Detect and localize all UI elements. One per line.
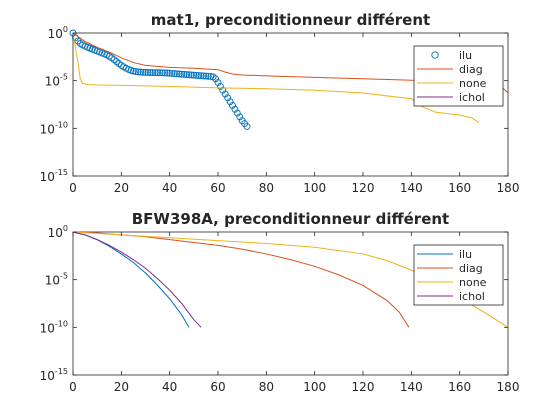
subplot-2-x-tick-label: 0 — [69, 380, 77, 394]
subplot-1-legend-label-ilu: ilu — [459, 49, 472, 62]
subplot-1-series-ilu-point — [144, 69, 152, 76]
subplot-2-x-tick-label: 100 — [303, 380, 326, 394]
subplot-1-series-ilu-point — [200, 72, 207, 80]
subplot-2-legend-label-ichol: ichol — [459, 290, 485, 303]
subplot-1-x-tick-label: 100 — [303, 181, 326, 195]
subplot-2-x-tick-label: 20 — [114, 380, 129, 394]
subplot-1-x-tick-label: 140 — [400, 181, 423, 195]
subplot-1-series-ilu-point — [173, 70, 181, 78]
subplot-1-series-ilu-point — [236, 113, 244, 121]
subplot-1-legend-swatch-ilu — [431, 51, 439, 59]
subplot-2-y-tick-label: 10-15 — [40, 367, 68, 383]
subplot-1-title: mat1, preconditionneur différent — [151, 11, 430, 29]
subplot-2-legend-label-none: none — [459, 276, 487, 289]
subplot-1-y-tick-label: 100 — [48, 25, 68, 41]
subplot-2-legend-box — [413, 244, 504, 306]
subplot-1-x-tick-label: 20 — [114, 181, 129, 195]
subplot-1-series-ilu-point — [197, 72, 205, 80]
subplot-1-series-ilu-point — [202, 72, 210, 80]
subplot-1-x-tick-label: 80 — [259, 181, 274, 195]
subplot-2-y-tick-label: 10-10 — [40, 319, 68, 335]
subplot-1-series-ilu-point — [231, 105, 239, 113]
subplot-1-legend-box — [413, 45, 504, 107]
subplot-1-series-ilu-point — [195, 72, 203, 79]
subplot-1-series-ilu-point — [226, 98, 234, 106]
subplot-1-y-tick-label: 10-10 — [40, 120, 68, 136]
subplot-1-series-ilu-point — [175, 70, 183, 78]
subplot-1-series-ilu-point — [187, 71, 195, 79]
subplot-2-y-tick-label: 10-5 — [45, 272, 68, 288]
subplot-1-series-ilu-point — [163, 69, 171, 77]
subplot-1-series-ilu-point — [216, 82, 224, 90]
subplot-1-y-tick-label: 10-5 — [45, 73, 68, 89]
subplot-1-x-tick-label: 40 — [162, 181, 177, 195]
subplot-1-series-ilu-point — [180, 70, 188, 78]
subplot-1-legend-label-ichol: ichol — [459, 91, 485, 104]
subplot-1-series-ilu-point — [156, 69, 164, 77]
subplot-1-series-ilu-point — [224, 94, 232, 102]
subplot-1-series-ilu-point — [132, 68, 140, 76]
subplot-1-axes-box — [72, 32, 509, 177]
subplot-1-series-ilu-point — [139, 68, 147, 76]
subplot-1-x-tick-label: 180 — [497, 181, 520, 195]
subplot-1-series-ilu-point — [192, 71, 200, 79]
subplot-1-series-ilu-point — [233, 109, 241, 117]
subplot-2-ticks: 0 20 40 60 80 100 120 140 160 180 100 10-5 10-10 10-1… — [40, 224, 520, 394]
subplot-2: BFW398A, preconditionneur différent 0 20 4… — [40, 210, 520, 394]
subplot-1-series-ilu-point — [221, 90, 229, 98]
subplot-1-series-none-line — [72, 32, 480, 124]
subplot-1-series-ilu-point — [204, 72, 212, 80]
subplot-2-legend-label-diag: diag — [459, 262, 483, 275]
subplot-2-axes-box — [72, 231, 509, 376]
subplot-2-x-tick-label: 140 — [400, 380, 423, 394]
subplot-1-series-ilu-point — [166, 69, 174, 77]
subplot-1-series-ilu-point — [137, 68, 145, 76]
subplot-1-series-ilu-point — [219, 86, 227, 94]
subplot-2-x-tick-label: 60 — [210, 380, 225, 394]
subplot-1-series-ilu-point — [183, 71, 191, 79]
subplot-1-series-ilu-point — [142, 68, 149, 76]
subplot-1-legend-label-none: none — [459, 77, 487, 90]
subplot-1-series-ilu-point — [168, 69, 176, 77]
subplot-1-series-ilu-point — [151, 69, 159, 77]
subplot-1-legend-label-diag: diag — [459, 63, 483, 76]
subplot-1-series-ilu-point — [149, 69, 157, 77]
subplot-2-x-tick-label: 160 — [448, 380, 471, 394]
subplot-2-series-ichol-line — [72, 231, 202, 328]
subplot-1-series-ilu-point — [190, 71, 198, 79]
subplot-1-ticks: 0 20 40 60 80 100 120 140 160 180 100 10-5 10-10 10-1… — [40, 25, 520, 195]
subplot-1-series-ilu-point — [185, 71, 193, 79]
subplot-1-x-tick-label: 160 — [448, 181, 471, 195]
subplot-2-x-tick-label: 80 — [259, 380, 274, 394]
subplot-1-series-ilu-point — [178, 70, 186, 78]
subplot-2-title: BFW398A, preconditionneur différent — [132, 210, 449, 228]
subplot-1-series-ilu-point — [161, 69, 169, 77]
subplot-1-series-ilu-point — [212, 75, 220, 83]
subplot-1-series-ilu-point — [146, 69, 154, 77]
subplot-2-legend-label-ilu: ilu — [459, 248, 472, 261]
subplot-1-series-ilu-point — [134, 68, 142, 76]
subplot-1-series-ilu-point — [243, 122, 251, 130]
subplot-2-x-tick-label: 180 — [497, 380, 520, 394]
subplot-2-x-tick-label: 120 — [352, 380, 375, 394]
subplot-1-series-ilu-point — [154, 69, 162, 77]
subplot-1-x-tick-label: 0 — [69, 181, 77, 195]
subplot-2-x-tick-label: 40 — [162, 380, 177, 394]
subplot-1-series-ilu-point — [171, 70, 178, 78]
subplot-1-x-tick-label: 60 — [210, 181, 225, 195]
subplot-1-series-ilu-point — [214, 79, 222, 87]
subplot-1-series-ilu-point — [129, 67, 137, 75]
subplot-1-series-ilu-point — [229, 101, 236, 109]
subplot-1-series-ilu-point — [158, 69, 166, 77]
subplot-1-x-tick-label: 120 — [352, 181, 375, 195]
subplot-1-y-tick-label: 10-15 — [40, 168, 68, 184]
subplot-2-y-tick-label: 100 — [48, 224, 68, 240]
subplot-1: mat1, preconditionneur différent 0 20 40 60… — [40, 11, 520, 195]
